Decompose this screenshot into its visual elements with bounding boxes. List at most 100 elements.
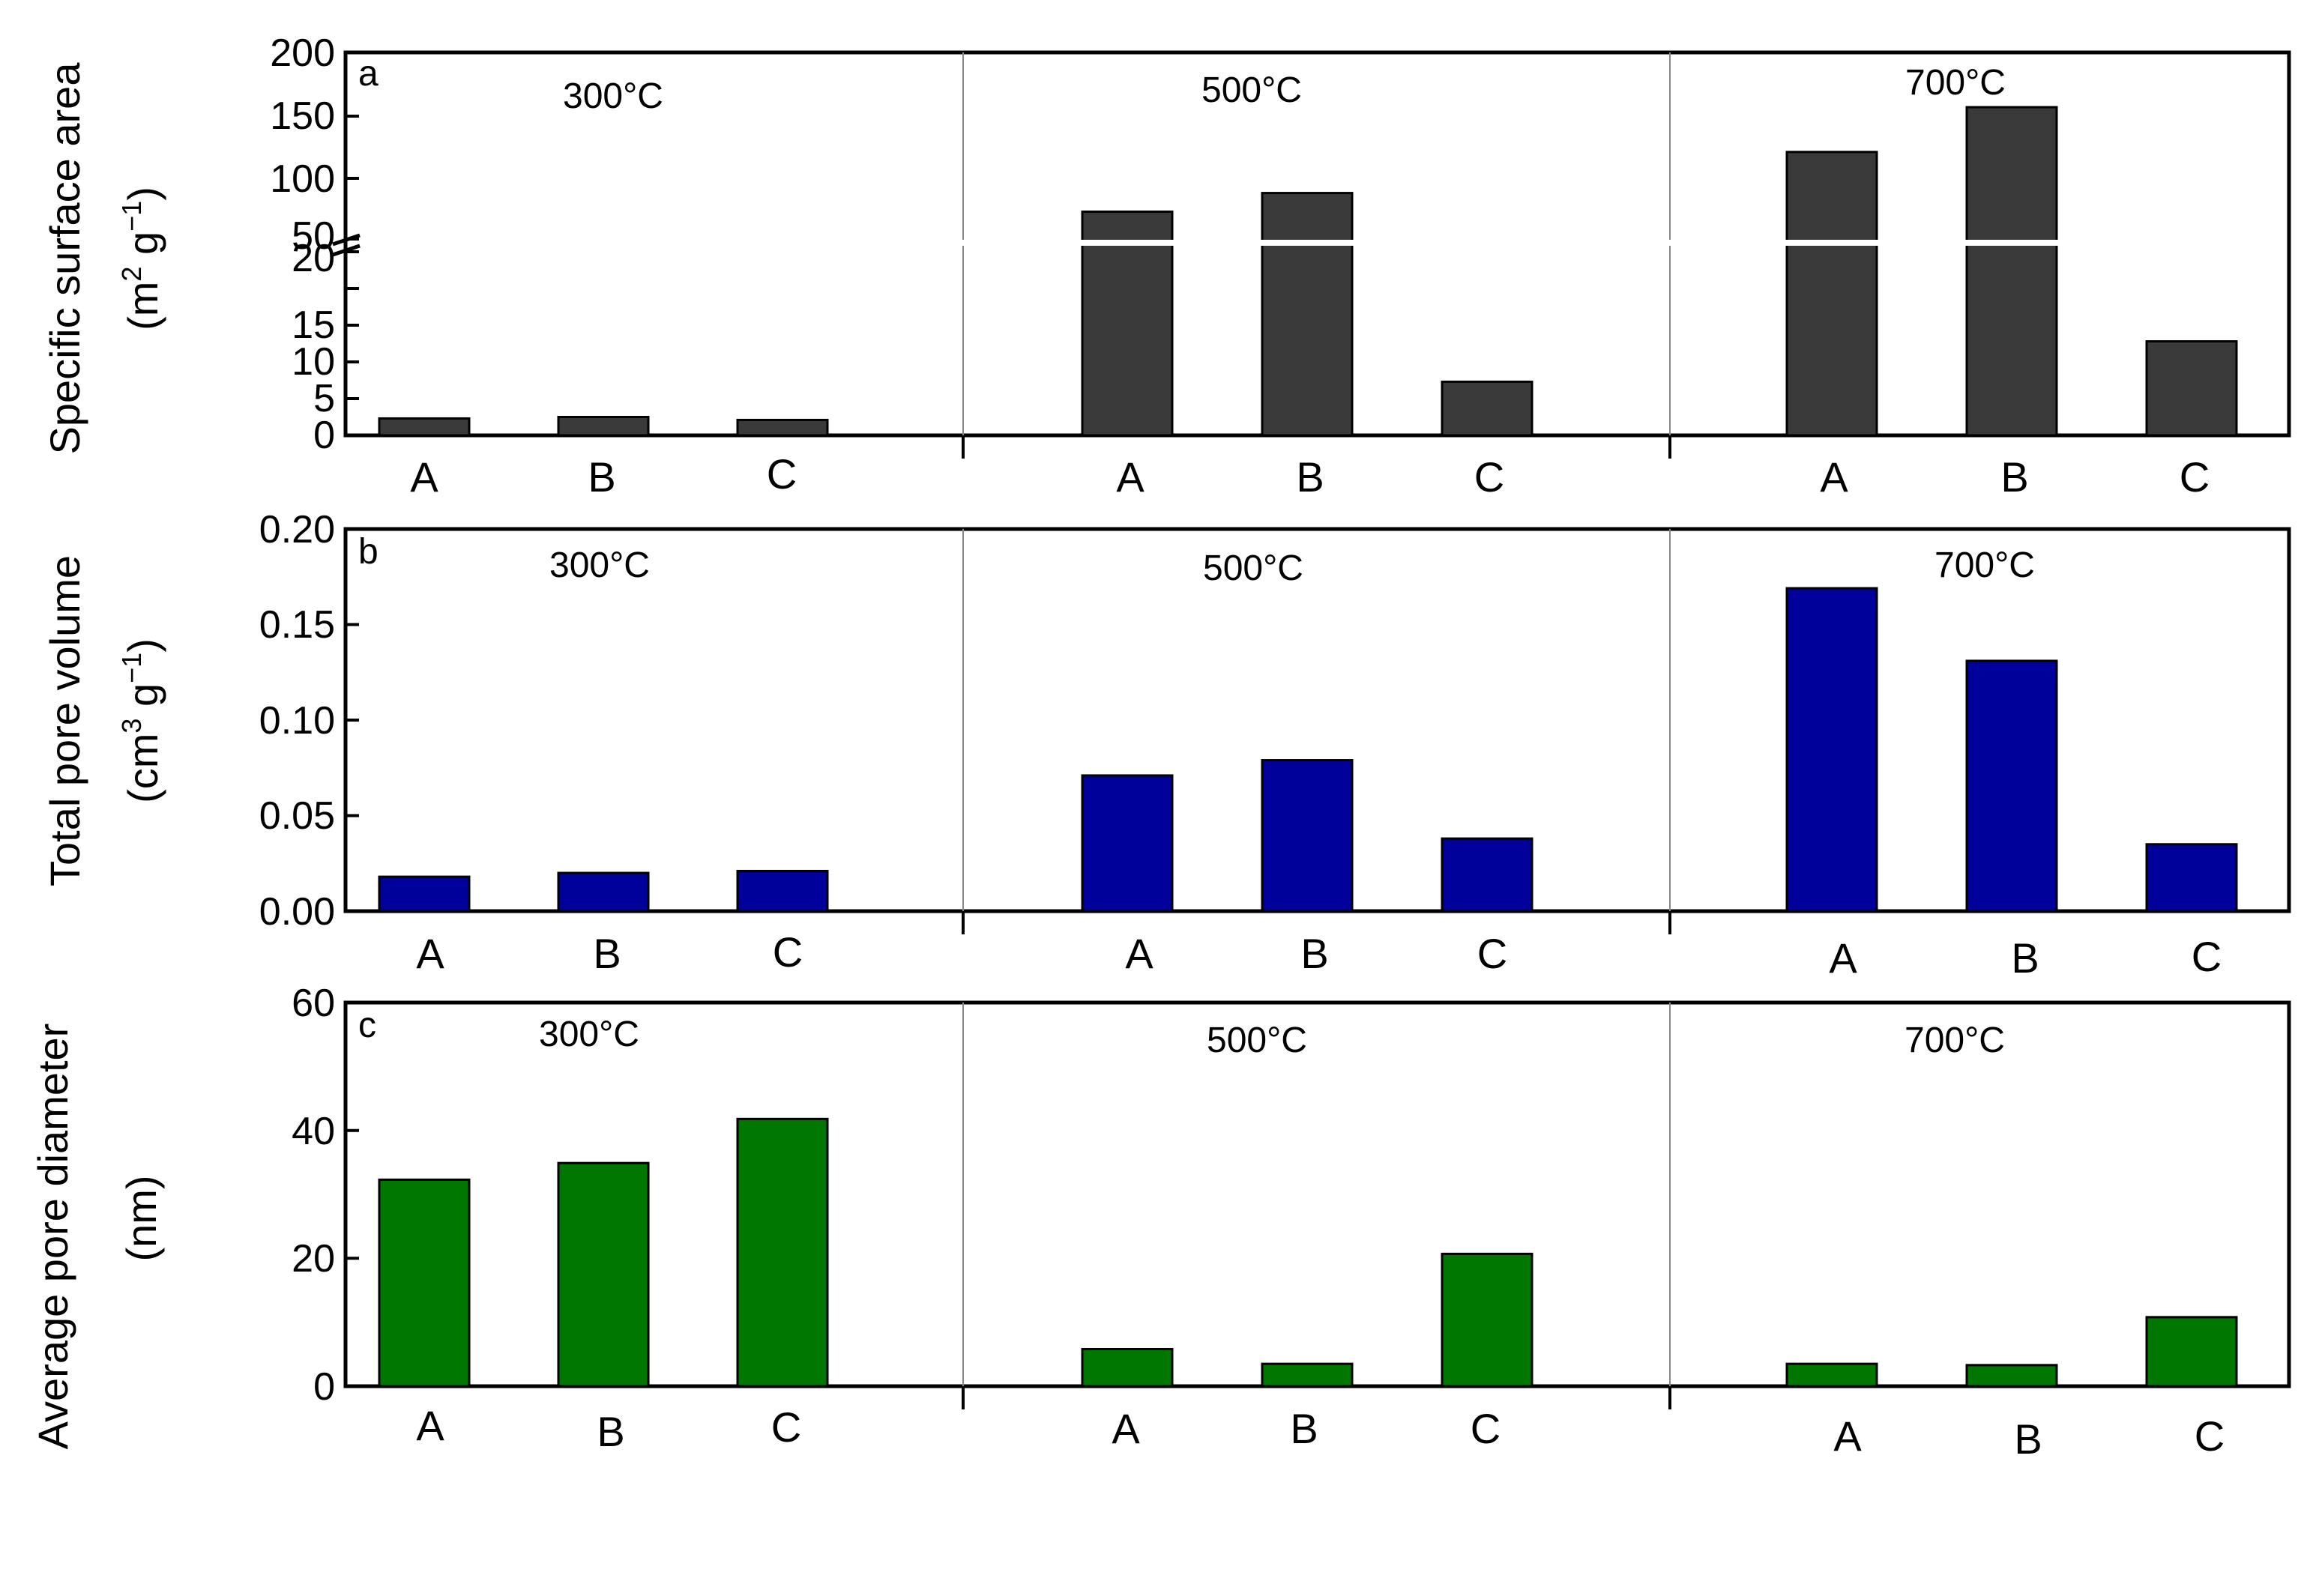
unit-superscript: −1	[116, 653, 147, 683]
unit-superscript: 2	[116, 267, 147, 282]
panel-label: c	[358, 1006, 376, 1045]
x-tick-label: B	[2000, 453, 2028, 501]
panel-a: 200 150 100 50 20 15 10 5 0 A B C A B C …	[41, 31, 2291, 501]
y-tick-label: 0.15	[259, 603, 335, 647]
x-tick-labels-a: A B C A B C A B C	[410, 450, 2210, 501]
group-label: 700°C	[1905, 63, 2006, 103]
bar	[557, 871, 650, 913]
bar	[1965, 1364, 2058, 1388]
group-label: 500°C	[1201, 70, 1302, 110]
y-axis-unit: (cm3 g−1)	[116, 638, 166, 803]
x-tick-label: B	[1290, 1405, 1318, 1452]
bar	[378, 875, 471, 913]
y-tick-label: 10	[292, 340, 335, 384]
y-tick-label: 0	[313, 414, 335, 457]
x-tick-label: C	[767, 450, 797, 498]
unit-text: (m	[119, 282, 166, 330]
x-tick-label: C	[1474, 453, 1504, 501]
y-tick-label: 150	[270, 94, 335, 138]
unit-text: )	[119, 187, 166, 201]
bar	[378, 1178, 471, 1388]
y-tick-label: 0.10	[259, 699, 335, 743]
bar	[1785, 1362, 1878, 1388]
bar	[2145, 1316, 2238, 1388]
bar	[557, 1161, 650, 1388]
bar	[378, 417, 471, 437]
unit-text: g	[119, 683, 166, 719]
bar	[736, 418, 829, 437]
unit-superscript: −1	[116, 201, 147, 232]
y-tick-label: 20	[292, 1237, 335, 1281]
x-tick-label: A	[1833, 1412, 1862, 1460]
x-tick-label: A	[1116, 453, 1145, 501]
bar	[1261, 1362, 1354, 1388]
y-ticks-b: 0.20 0.15 0.10 0.05 0.00	[259, 508, 359, 934]
group-label: 300°C	[549, 545, 650, 585]
bars-panel-c	[378, 1117, 2238, 1388]
x-tick-label: B	[1300, 930, 1328, 977]
panel-c: 60 40 20 0 A B C A B C A B C 300°C 500°C…	[29, 982, 2291, 1463]
x-tick-label: C	[771, 1403, 801, 1451]
y-tick-label: 60	[292, 982, 335, 1025]
y-tick-label: 15	[292, 303, 335, 347]
group-label: 300°C	[539, 1015, 639, 1054]
panel-label: a	[358, 54, 379, 94]
bar	[1081, 774, 1174, 913]
unit-text: )	[119, 638, 166, 653]
bar	[2145, 340, 2238, 437]
x-tick-label: B	[593, 930, 621, 977]
y-axis-unit: (nm)	[118, 1175, 165, 1261]
bars-panel-a	[378, 106, 2238, 437]
bar	[1081, 210, 1174, 437]
x-tick-label: C	[1471, 1405, 1501, 1452]
y-tick-label: 0.00	[259, 890, 335, 934]
group-label: 300°C	[563, 76, 663, 116]
group-label: 700°C	[1934, 545, 2035, 585]
y-ticks-a: 200 150 100 50 20 15 10 5 0	[270, 31, 359, 457]
bar	[736, 1117, 829, 1388]
x-tick-label: C	[1477, 930, 1507, 977]
x-tick-label: C	[2192, 933, 2222, 980]
bar	[1441, 837, 1534, 913]
x-tick-label: B	[1296, 453, 1324, 501]
x-tick-label: C	[773, 928, 803, 976]
panel-label: b	[358, 532, 379, 572]
bar	[1261, 192, 1354, 437]
x-tick-label: A	[1112, 1405, 1140, 1452]
y-ticks-c: 60 40 20 0	[292, 982, 359, 1409]
x-tick-label: B	[597, 1408, 624, 1455]
y-axis-unit: (m2 g−1)	[116, 187, 166, 330]
panel-b: 0.20 0.15 0.10 0.05 0.00 A B C A B C A B…	[41, 508, 2291, 982]
x-tick-label: B	[588, 453, 615, 501]
x-tick-label: B	[2014, 1415, 2042, 1463]
x-tick-labels-b: A B C A B C A B C	[416, 928, 2222, 982]
x-tick-label: A	[416, 930, 444, 977]
group-label: 500°C	[1207, 1021, 1307, 1060]
bar	[557, 416, 650, 437]
bars-panel-b	[378, 587, 2238, 913]
x-tick-label: B	[2011, 934, 2039, 982]
bar	[2145, 843, 2238, 913]
unit-superscript: 3	[116, 719, 147, 734]
unit-text: g	[119, 232, 166, 267]
y-tick-label: 20	[292, 237, 335, 280]
unit-text: (cm	[119, 734, 166, 803]
y-tick-label: 200	[270, 31, 335, 75]
x-divider-ticks-a	[962, 435, 1671, 459]
x-tick-label: A	[1829, 934, 1857, 982]
y-tick-label: 50	[292, 214, 335, 258]
bar	[1441, 380, 1534, 437]
x-tick-label: A	[410, 453, 438, 501]
x-tick-label: C	[2195, 1412, 2225, 1460]
x-divider-ticks-c	[962, 1386, 1671, 1409]
bar	[1965, 106, 2058, 437]
y-tick-label: 0.20	[259, 508, 335, 551]
bar	[1785, 587, 1878, 913]
bar	[1441, 1252, 1534, 1388]
y-tick-label: 0.05	[259, 794, 335, 838]
y-axis-title: Specific surface area	[41, 62, 88, 455]
x-tick-label: C	[2180, 453, 2210, 501]
x-tick-label: A	[1820, 453, 1848, 501]
x-tick-label: A	[1125, 930, 1154, 977]
